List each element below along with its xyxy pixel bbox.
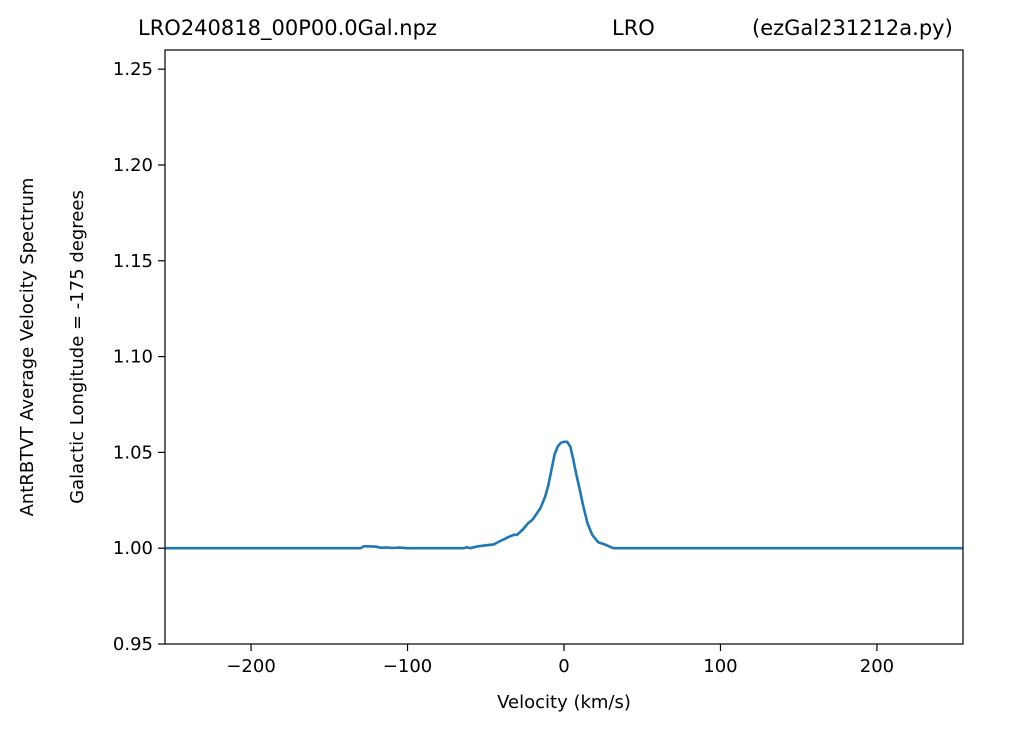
y-tick-label: 1.25 <box>113 59 153 80</box>
chart-title-station: LRO <box>612 16 655 40</box>
y-tick-label: 1.10 <box>113 347 153 368</box>
y-axis-label-outer: AntRBTVT Average Velocity Spectrum <box>17 178 38 517</box>
y-tick-label: 1.20 <box>113 155 153 176</box>
y-tick-label: 1.00 <box>113 538 153 559</box>
x-tick-label: 200 <box>860 656 894 677</box>
x-tick-label: −100 <box>383 656 432 677</box>
series-line-0 <box>165 440 963 550</box>
plot-area <box>165 440 963 550</box>
y-tick-label: 0.95 <box>113 634 153 655</box>
y-tick-label: 1.15 <box>113 251 153 272</box>
y-tick-label: 1.05 <box>113 442 153 463</box>
x-tick-label: −200 <box>226 656 275 677</box>
y-axis-label-inner: Galactic Longitude = -175 degrees <box>67 190 88 504</box>
x-axis: −200 −100 0 100 200 <box>226 644 894 677</box>
chart-title-filename: LRO240818_00P00.0Gal.npz <box>138 16 437 41</box>
x-tick-label: 0 <box>558 656 569 677</box>
x-tick-label: 100 <box>703 656 737 677</box>
y-axis: 0.95 1.00 1.05 1.10 1.15 1.20 1.25 <box>113 59 165 655</box>
chart-title-script: (ezGal231212a.py) <box>752 16 953 40</box>
x-axis-label: Velocity (km/s) <box>497 692 631 713</box>
